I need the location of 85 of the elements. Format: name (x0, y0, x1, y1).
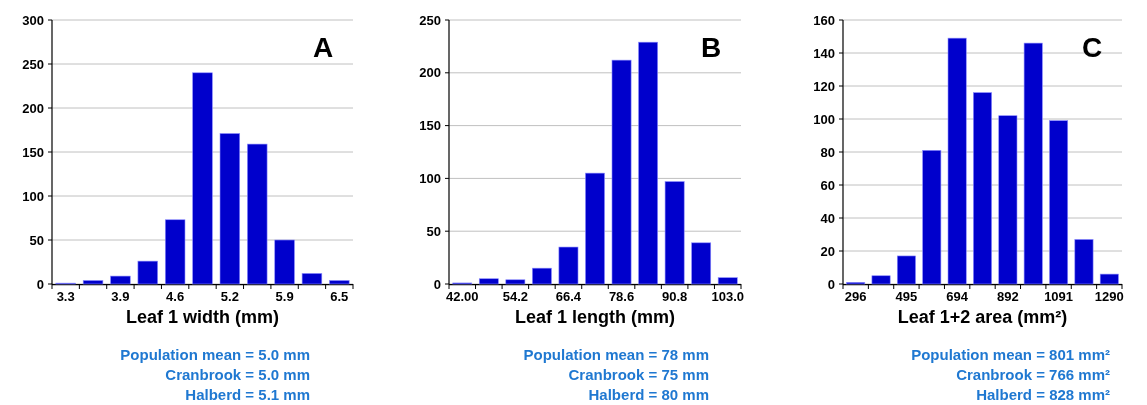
y-tick-label: 80 (820, 144, 835, 160)
y-tick-label: 100 (419, 170, 441, 186)
bar (691, 242, 712, 285)
x-tick-label: 1290 (1094, 289, 1124, 304)
y-tick-label: 0 (827, 276, 835, 292)
bar (664, 181, 685, 285)
y-tick-label: 0 (36, 276, 44, 292)
x-axis-title: Leaf 1+2 area (mm²) (897, 307, 1068, 327)
x-tick-label: 66.4 (555, 289, 582, 304)
bar (192, 72, 213, 285)
bar (896, 255, 916, 285)
bar (638, 41, 658, 285)
bar (717, 277, 738, 285)
bar (219, 133, 241, 285)
y-tick-label: 100 (813, 111, 835, 127)
bar (1023, 42, 1043, 285)
y-tick-label: 50 (29, 232, 44, 248)
y-tick-label: 100 (22, 188, 44, 204)
x-tick-label: 78.6 (608, 289, 635, 304)
text: Population mean = 5.0 mm (120, 346, 310, 363)
y-tick-label: 160 (813, 12, 835, 28)
bar (871, 275, 891, 285)
y-tick-label: 0 (433, 276, 441, 292)
x-tick-label: 6.5 (330, 289, 349, 304)
bar (611, 59, 632, 285)
y-tick-label: 250 (419, 12, 441, 28)
y-tick-label: 200 (22, 100, 44, 116)
chart-title: B (700, 32, 722, 63)
chart-title: A (312, 32, 334, 63)
bar (1074, 239, 1094, 285)
bar (505, 279, 526, 285)
x-tick-label: 3.9 (111, 289, 130, 304)
x-tick-label: 5.2 (220, 289, 239, 304)
chart-title: C (1081, 32, 1103, 63)
y-tick-label: 140 (813, 45, 835, 61)
text: Population mean = 78 mm (523, 346, 709, 363)
bar (274, 239, 295, 285)
x-tick-label: 495 (895, 289, 918, 304)
bar (922, 150, 942, 285)
bar (947, 37, 967, 285)
x-tick-label: 5.9 (275, 289, 294, 304)
x-axis-title: Leaf 1 length (mm) (514, 307, 676, 327)
bar (82, 280, 104, 285)
x-tick-label: 694 (946, 289, 969, 304)
text: Cranbrook = 75 mm (568, 366, 709, 383)
bar (558, 246, 579, 285)
bar (301, 273, 323, 285)
text: Cranbrook = 5.0 mm (165, 366, 310, 383)
x-tick-label: 90.8 (661, 289, 688, 304)
y-tick-label: 20 (820, 243, 835, 259)
y-tick-label: 50 (426, 223, 441, 239)
text: Population mean = 801 mm² (911, 346, 1110, 363)
bar (1049, 120, 1069, 285)
y-tick-label: 300 (22, 12, 44, 28)
x-tick-label: 4.6 (166, 289, 185, 304)
bar (532, 267, 552, 285)
y-tick-label: 120 (813, 78, 835, 94)
y-tick-label: 150 (22, 144, 44, 160)
x-tick-label: 892 (997, 289, 1019, 304)
bar (1099, 273, 1119, 285)
bar (478, 278, 499, 285)
bar (329, 280, 350, 285)
y-tick-label: 200 (419, 65, 441, 81)
x-tick-label: 103.0 (711, 289, 744, 304)
x-axis-title: Leaf 1 width (mm) (125, 307, 280, 327)
y-tick-label: 60 (820, 177, 835, 193)
x-tick-label: 54.2 (502, 289, 529, 304)
bar (973, 92, 992, 285)
text: Halberd = 5.1 mm (185, 386, 310, 403)
y-tick-label: 250 (22, 56, 44, 72)
x-tick-label: 1091 (1044, 289, 1074, 304)
bar (247, 143, 268, 285)
x-tick-label: 42.00 (446, 289, 479, 304)
bar (110, 275, 131, 285)
text: Cranbrook = 766 mm² (956, 366, 1110, 383)
x-tick-label: 3.3 (56, 289, 75, 304)
y-tick-label: 150 (419, 118, 441, 134)
bar (137, 260, 158, 285)
text: Halberd = 80 mm (588, 386, 709, 403)
x-tick-label: 296 (844, 289, 867, 304)
bar (998, 115, 1018, 285)
bar (585, 172, 605, 285)
bar (164, 219, 186, 285)
text: Halberd = 828 mm² (976, 386, 1110, 403)
y-tick-label: 40 (820, 210, 835, 226)
